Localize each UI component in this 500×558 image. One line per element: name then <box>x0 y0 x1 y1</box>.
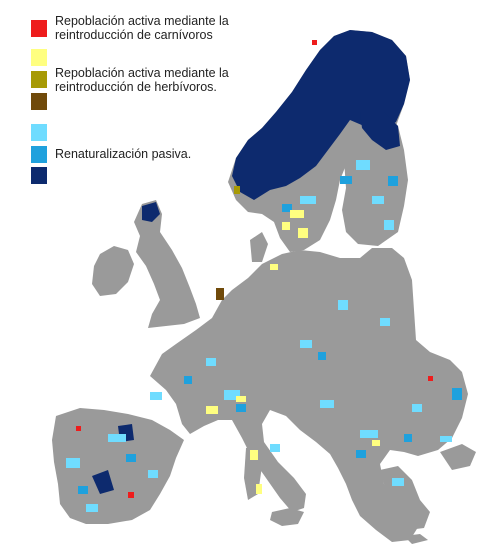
passive-rewilding-dark-spain <box>92 470 114 494</box>
legend-swatch-herbivore-dark <box>31 93 47 110</box>
herbivore-medium-patch <box>234 186 240 194</box>
map-legend: Repoblación activa mediante la reintrodu… <box>0 0 500 200</box>
legend-swatch-passive-medium <box>31 146 47 163</box>
legend-swatch-herbivore-medium <box>31 71 47 88</box>
iberian-peninsula-region <box>52 408 184 524</box>
great-britain-region <box>134 200 200 328</box>
legend-label-carnivore: Repoblación activa mediante la reintrodu… <box>55 14 229 42</box>
passive-rewilding-medium-patches <box>78 176 462 494</box>
sicily-region <box>270 508 304 526</box>
crete-region <box>404 534 428 544</box>
legend-swatch-passive-dark <box>31 167 47 184</box>
passive-rewilding-light-patches <box>66 160 452 512</box>
legend-swatch-passive-light <box>31 124 47 141</box>
passive-rewilding-dark-finland <box>360 112 400 150</box>
denmark-region <box>250 232 268 262</box>
passive-rewilding-dark-north <box>232 30 410 200</box>
anatolia-edge-region <box>440 444 476 470</box>
herbivore-dark-patch <box>216 288 224 300</box>
legend-swatch-carnivore <box>31 20 47 37</box>
continental-europe-region <box>150 248 468 542</box>
passive-rewilding-dark-scotland <box>142 202 160 222</box>
legend-label-herbivore: Repoblación activa mediante la reintrodu… <box>55 66 229 94</box>
legend-swatch-herbivore-light <box>31 49 47 66</box>
legend-label-passive: Renaturalización pasiva. <box>55 147 192 161</box>
carnivore-patches <box>76 40 433 498</box>
herbivore-light-patches <box>206 210 380 494</box>
ireland-region <box>92 246 134 296</box>
